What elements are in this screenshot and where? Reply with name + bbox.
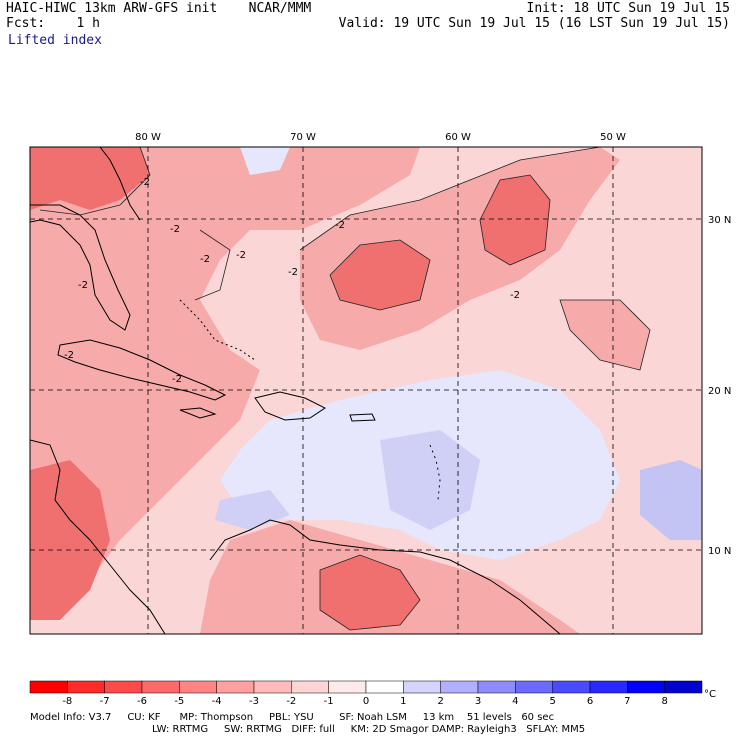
- us-east-coast: [99, 147, 141, 221]
- contour-label: -2: [172, 374, 182, 385]
- bahamas: [179, 299, 256, 361]
- model-info-line-2: LW: RRTMG SW: RRTMG DIFF: full KM: 2D Sm…: [152, 724, 586, 735]
- contour-label: -2: [510, 290, 520, 301]
- colorbar-tick-label: -5: [174, 696, 184, 707]
- coastlines: [30, 147, 561, 634]
- colorbar-tick-label: 1: [400, 696, 406, 707]
- colorbar-swatch: [477, 680, 516, 694]
- field-atlantic-core-1: [330, 240, 430, 310]
- contour-lines: [39, 147, 651, 631]
- colorbar-swatch: [552, 680, 591, 694]
- south-america-coast: [209, 519, 561, 634]
- colorbar-swatch: [440, 680, 479, 694]
- contour-7: [194, 229, 231, 301]
- colorbar-swatch: [365, 680, 404, 694]
- field-stable-core-2: [640, 460, 702, 540]
- graticule: [30, 147, 702, 634]
- contour-label: -2: [140, 177, 150, 188]
- field-central-america-core: [30, 460, 110, 620]
- contour-1: [39, 147, 151, 216]
- colorbar-tick-label: -4: [212, 696, 222, 707]
- colorbar-swatch: [328, 680, 367, 694]
- colorbar-tick-label: 6: [587, 696, 593, 707]
- colorbar-tick-label: -6: [137, 696, 147, 707]
- lon-label-70w: 70 W: [290, 132, 316, 143]
- colorbar-tick-label: -1: [324, 696, 334, 707]
- colorbar-tick-label: 2: [437, 696, 443, 707]
- cuba-coast: [57, 339, 227, 401]
- valid-time: Valid: 19 UTC Sun 19 Jul 15 (16 LST Sun …: [338, 16, 730, 31]
- colorbar-tick-label: 0: [363, 696, 369, 707]
- lat-label-30n: 30 N: [708, 215, 731, 226]
- colorbar-swatch: [179, 680, 217, 694]
- lat-label-10n: 10 N: [708, 546, 731, 557]
- contour-label: -2: [335, 220, 345, 231]
- colorbar-swatch: [104, 680, 143, 694]
- contour-label: -2: [288, 267, 298, 278]
- contour-labels: -2 -2 -2 -2 -2 -2 -2 -2 -2 -2: [64, 177, 520, 385]
- contour-2: [329, 239, 431, 311]
- fcst-value: 1 h: [76, 16, 100, 31]
- contour-3: [479, 174, 551, 266]
- field-stable-core-1: [380, 430, 480, 530]
- jamaica-coast: [179, 407, 217, 419]
- colorbar-swatch: [67, 680, 105, 694]
- model-info-line-1: Model Info: V3.7 CU: KF MP: Thompson PBL…: [30, 712, 555, 723]
- lon-label-60w: 60 W: [445, 132, 471, 143]
- field-east-patch: [560, 300, 650, 370]
- contour-label: -2: [200, 254, 210, 265]
- field-name: Lifted index: [8, 33, 102, 48]
- colorbar-swatch: [253, 680, 292, 694]
- field-atlantic-core-2: [480, 175, 550, 265]
- contour-label: -2: [64, 350, 74, 361]
- colorbar-tick-label: -7: [100, 696, 110, 707]
- hispaniola-coast: [254, 391, 326, 421]
- contour-label: -2: [78, 280, 88, 291]
- forecast-hour: Fcst: 1 h: [6, 17, 100, 31]
- colorbar-swatch: [216, 680, 255, 694]
- colorbar-swatch: [515, 680, 553, 694]
- florida-coast: [30, 204, 131, 331]
- init-time: Init: 18 UTC Sun 19 Jul 15: [526, 1, 731, 16]
- colorbar-swatch: [627, 680, 665, 694]
- colorbar-swatch: [141, 680, 180, 694]
- central-america-coast: [30, 439, 166, 634]
- colorbar-tick-label: -8: [62, 696, 72, 707]
- contour-5: [559, 299, 651, 371]
- field-stable-north: [240, 147, 290, 175]
- colorbar-swatch: [291, 680, 329, 694]
- colorbar-swatch: [589, 680, 628, 694]
- colorbar-tick-label: -2: [286, 696, 296, 707]
- lon-label-50w: 50 W: [600, 132, 626, 143]
- lon-label-80w: 80 W: [135, 132, 161, 143]
- contour-label: -2: [236, 250, 246, 261]
- colorbar-swatch: [664, 680, 703, 694]
- colorbar-unit: °C: [704, 689, 716, 700]
- colorbar-swatch: [29, 680, 68, 694]
- colorbar-tick-label: 3: [475, 696, 481, 707]
- contour-6: [319, 554, 421, 631]
- fcst-label: Fcst:: [6, 16, 46, 31]
- contour-4: [299, 147, 601, 251]
- field-west-band: [30, 147, 420, 620]
- lat-label-20n: 20 N: [708, 386, 731, 397]
- field-florida-core: [30, 147, 150, 210]
- colorbar-tick-label: 7: [624, 696, 630, 707]
- colorbar-swatch: [403, 680, 441, 694]
- puerto-rico-coast: [349, 413, 376, 422]
- lifted-index-field: [30, 147, 702, 634]
- colorbar-tick-label: 4: [512, 696, 518, 707]
- colorbar: -8 -7 -6 -5 -4 -3 -2 -1 0 1 2 3 4 5 6 7 8 °C: [29, 680, 716, 707]
- map-title: HAIC-HIWC 13km ARW-GFS init NCAR/MMM: [6, 1, 312, 16]
- colorbar-tick-label: 5: [549, 696, 555, 707]
- field-venezuela-core: [320, 555, 420, 630]
- colorbar-tick-label: 8: [661, 696, 667, 707]
- contour-label: -2: [170, 224, 180, 235]
- map-figure: -2 -2 -2 -2 -2 -2 -2 -2 -2 -2 80 W 70 W …: [29, 132, 731, 707]
- map-frame: [29, 146, 703, 635]
- colorbar-tick-label: -3: [249, 696, 259, 707]
